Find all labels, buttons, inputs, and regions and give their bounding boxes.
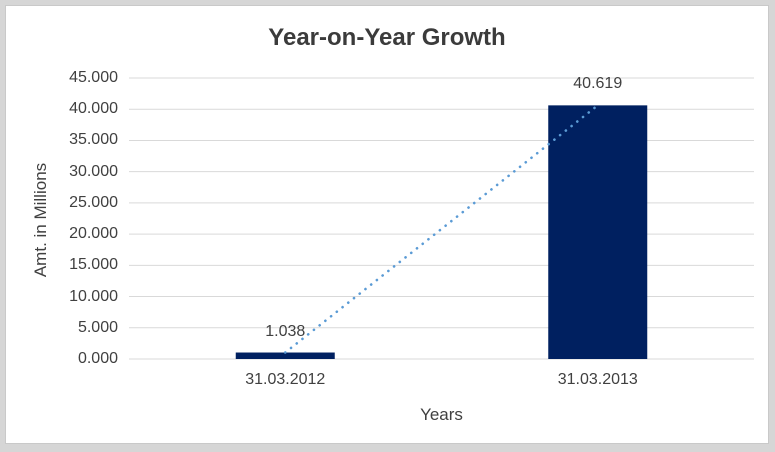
y-tick-label: 35.000: [69, 131, 118, 149]
y-tick-label: 30.000: [69, 162, 118, 180]
y-tick-label: 25.000: [69, 193, 118, 211]
x-tick-label: 31.03.2013: [557, 371, 638, 388]
plot-area: [129, 77, 754, 360]
chart-title[interactable]: Year-on-Year Growth: [268, 24, 506, 51]
y-tick-label: 5.000: [77, 318, 118, 336]
y-tick-label: 45.000: [69, 69, 118, 86]
y-tick-label: 40.000: [69, 100, 118, 118]
data-label: 40.619: [573, 75, 623, 93]
x-axis-title[interactable]: Years: [420, 405, 463, 424]
bar-31.03.2013[interactable]: [548, 105, 648, 360]
y-tick-label: 0.000: [77, 350, 118, 367]
x-tick-label: 31.03.2012: [245, 371, 326, 388]
bar-31.03.2012[interactable]: [235, 352, 335, 359]
y-tick-label: 10.000: [69, 287, 118, 305]
y-tick-label: 15.000: [69, 256, 118, 274]
data-label: 1.038: [265, 322, 306, 340]
chart-area: Year-on-Year Growth Amt. in Millions 0.0…: [5, 5, 769, 444]
y-tick-label: 20.000: [69, 225, 118, 243]
trendline[interactable]: [283, 104, 600, 354]
